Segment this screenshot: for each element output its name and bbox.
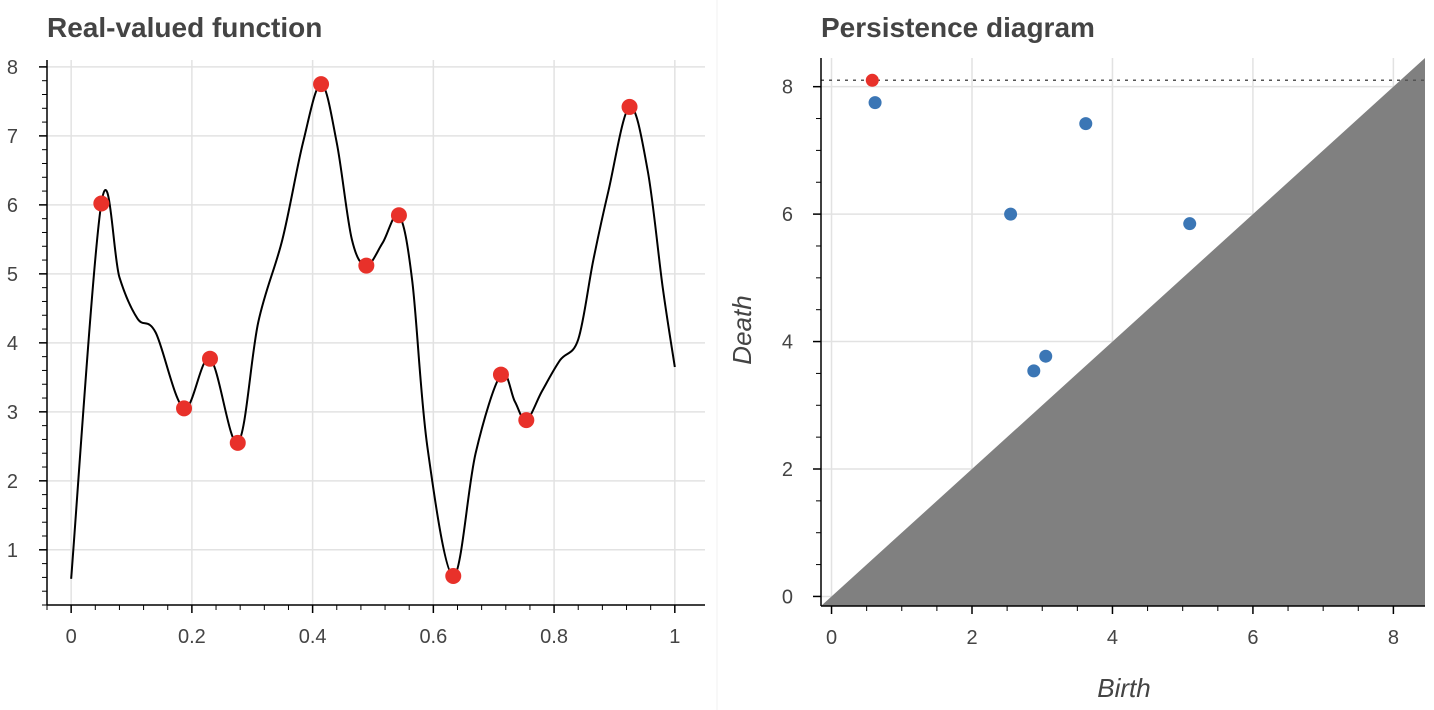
function-curve <box>70 83 676 579</box>
finite-persistence-point <box>868 96 882 110</box>
right-chart-title: Persistence diagram <box>821 12 1095 43</box>
right-y-tick-label: 8 <box>782 77 793 99</box>
left-axes: 0 0.2 0.4 0.6 0.8 1 1 2 3 4 5 6 7 8 <box>7 57 705 648</box>
x-axis-label: Birth <box>1097 673 1150 703</box>
right-x-tick-label: 2 <box>966 627 977 649</box>
left-grid <box>47 60 705 605</box>
critical-point <box>201 350 218 367</box>
left-chart-title: Real-valued function <box>47 12 322 43</box>
finite-persistence-point <box>1027 364 1041 378</box>
critical-point <box>313 76 330 93</box>
right-x-tick-label: 4 <box>1107 627 1118 649</box>
diagonal-region <box>821 58 1425 606</box>
right-x-tick-label: 8 <box>1388 627 1399 649</box>
persistence-points <box>865 73 1197 378</box>
y-axis-label: Death <box>727 295 757 364</box>
right-y-tick-label: 0 <box>782 586 793 608</box>
left-y-tick-label: 8 <box>7 57 18 79</box>
left-x-tick-label: 0.2 <box>178 626 206 648</box>
persistence-diagram-panel: Persistence diagram 0 2 4 6 8 0 2 4 6 8 Birth Dea… <box>727 12 1425 703</box>
left-x-tick-label: 1 <box>669 626 680 648</box>
critical-point <box>621 98 638 115</box>
infinite-persistence-point <box>865 73 879 87</box>
left-x-tick-label: 0.4 <box>299 626 327 648</box>
critical-point <box>93 195 110 212</box>
left-x-tick-label: 0.6 <box>419 626 447 648</box>
left-y-tick-label: 2 <box>7 471 18 493</box>
finite-persistence-point <box>1079 117 1093 131</box>
left-y-tick-label: 7 <box>7 126 18 148</box>
critical-point <box>176 400 193 417</box>
left-y-tick-label: 3 <box>7 402 18 424</box>
left-y-tick-label: 4 <box>7 333 18 355</box>
right-x-tick-label: 0 <box>826 627 837 649</box>
critical-point <box>358 257 375 274</box>
finite-persistence-point <box>1183 217 1197 231</box>
left-x-tick-label: 0.8 <box>540 626 568 648</box>
right-y-tick-label: 4 <box>782 332 793 354</box>
right-x-tick-label: 6 <box>1247 627 1258 649</box>
right-y-tick-label: 6 <box>782 204 793 226</box>
left-x-tick-label: 0 <box>66 626 77 648</box>
critical-point <box>229 434 246 451</box>
critical-point <box>445 568 462 585</box>
right-axes: 0 2 4 6 8 0 2 4 6 8 <box>782 58 1425 649</box>
real-valued-function-panel: Real-valued function 0 0.2 0.4 0.6 0.8 1 1 2 3 4 5… <box>7 12 705 648</box>
left-plot-area <box>47 60 705 605</box>
left-y-tick-label: 5 <box>7 264 18 286</box>
left-y-tick-label: 6 <box>7 195 18 217</box>
finite-persistence-point <box>1039 349 1053 363</box>
critical-point <box>518 412 535 429</box>
finite-persistence-point <box>1004 207 1018 221</box>
critical-point <box>492 366 509 383</box>
left-y-tick-label: 1 <box>7 540 18 562</box>
critical-points <box>93 76 638 585</box>
right-y-tick-label: 2 <box>782 459 793 481</box>
critical-point <box>390 207 407 224</box>
